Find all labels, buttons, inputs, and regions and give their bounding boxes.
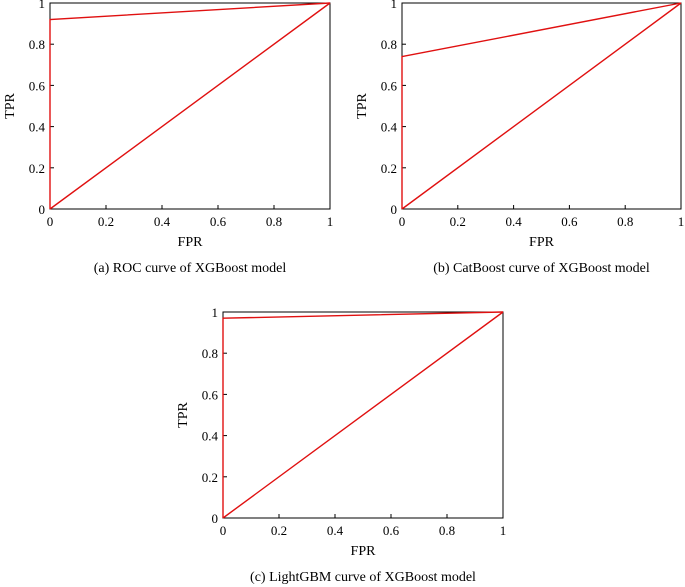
x-axis-label: FPR	[529, 235, 555, 250]
x-tick-label: 0	[399, 214, 406, 229]
x-tick-label: 0.6	[383, 523, 400, 538]
x-tick-label: 0.2	[450, 214, 466, 229]
panel-c: 0 0.2 0.4 0.6 0.8 1 0 0.2 0.4 0.6 0.8 1 FPR TPR (c) Li…	[176, 305, 506, 585]
y-tick-label: 0.6	[202, 387, 219, 402]
caption-c: (c) LightGBM curve of XGBoost model	[250, 570, 476, 585]
diagonal-reference-line	[49, 2, 331, 210]
y-tick-label: 0.8	[29, 37, 45, 52]
x-tick-label: 0.2	[271, 523, 287, 538]
y-tick-label: 0.6	[381, 78, 398, 93]
x-tick-label: 0.4	[154, 214, 171, 229]
x-tick-label: 0.4	[327, 523, 344, 538]
y-tick-label: 0.4	[202, 429, 219, 444]
y-axis-label: TPR	[355, 93, 370, 119]
panel-a: 0 0.2 0.4 0.6 0.8 1 0 0.2 0.4 0.6 0.8 1 FPR TPR (a) RO…	[3, 0, 333, 276]
x-tick-label: 0.6	[210, 214, 227, 229]
x-tick-label: 0	[220, 523, 227, 538]
x-tick-label: 1	[678, 214, 685, 229]
roc-curve-line	[222, 311, 504, 518]
y-tick-label: 0.2	[381, 161, 397, 176]
y-tick-label: 0.2	[202, 470, 218, 485]
x-tick-label: 0.4	[505, 214, 522, 229]
x-tick-label: 1	[327, 214, 334, 229]
y-tick-label: 0	[39, 202, 46, 217]
y-tick-label: 0.2	[29, 161, 45, 176]
x-axis-label: FPR	[351, 544, 377, 559]
diagonal-reference-line	[222, 311, 504, 519]
x-axis-label: FPR	[178, 235, 204, 250]
caption-b: (b) CatBoost curve of XGBoost model	[433, 261, 650, 276]
roc-curve-line	[49, 2, 331, 209]
y-axis-label: TPR	[176, 402, 191, 428]
y-tick-label: 0.8	[202, 346, 218, 361]
x-tick-label: 0.8	[617, 214, 633, 229]
diagonal-reference-line	[401, 2, 682, 210]
y-tick-label: 0.4	[381, 120, 398, 135]
x-tick-label: 0.2	[98, 214, 114, 229]
roc-curve-line	[401, 2, 682, 209]
y-tick-label: 0.8	[381, 37, 397, 52]
y-tick-label: 1	[39, 0, 46, 11]
y-axis-label: TPR	[3, 93, 18, 119]
caption-a: (a) ROC curve of XGBoost model	[94, 261, 287, 276]
x-tick-label: 0.8	[266, 214, 282, 229]
y-tick-label: 0	[391, 202, 398, 217]
panel-b: 0 0.2 0.4 0.6 0.8 1 0 0.2 0.4 0.6 0.8 1 FPR TPR (b) Ca…	[355, 0, 684, 276]
x-tick-label: 1	[500, 523, 507, 538]
y-tick-label: 1	[212, 305, 219, 320]
y-tick-label: 0.6	[29, 78, 46, 93]
x-tick-label: 0	[47, 214, 54, 229]
y-tick-label: 0.4	[29, 120, 46, 135]
x-tick-label: 0.8	[439, 523, 455, 538]
x-tick-label: 0.6	[561, 214, 578, 229]
y-tick-label: 1	[391, 0, 398, 11]
y-tick-label: 0	[212, 511, 219, 526]
